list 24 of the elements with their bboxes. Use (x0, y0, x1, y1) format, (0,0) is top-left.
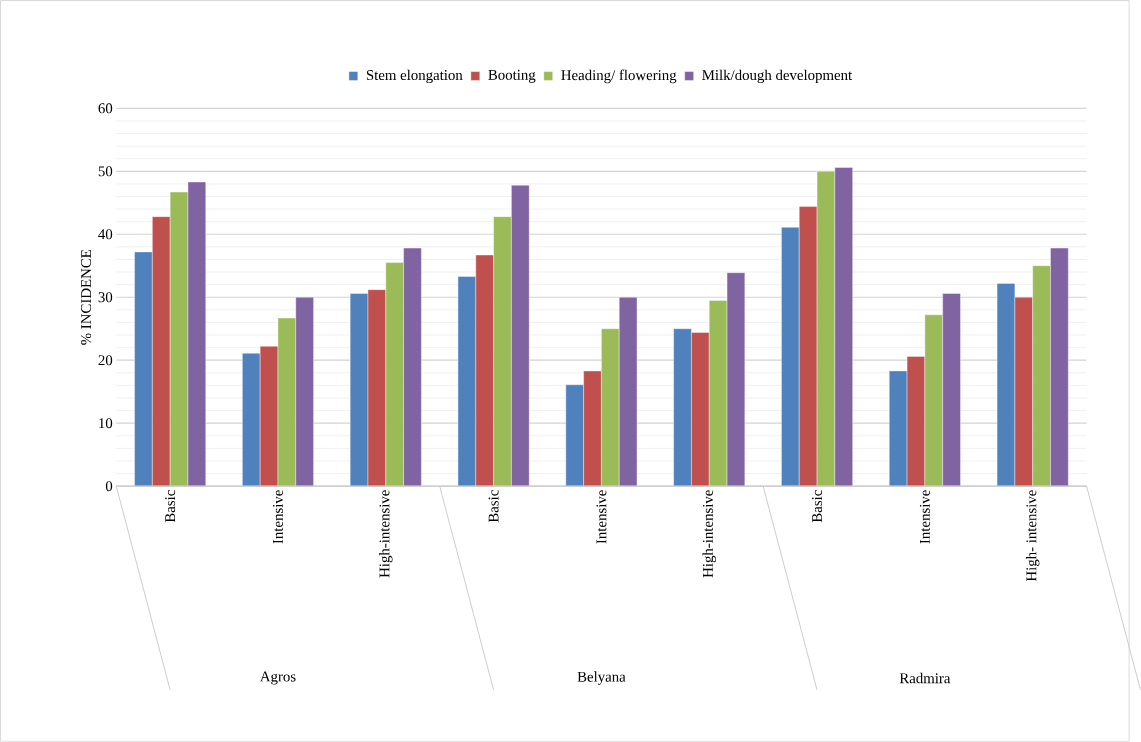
text: Belyana (577, 671, 626, 685)
x-tick-label: Intensive (272, 490, 283, 544)
y-tick-label: 30 (98, 292, 113, 303)
x-tick-label: High-intensive (702, 490, 716, 578)
x-tick-label: Basic (165, 490, 176, 523)
legend-label: Milk/dough development (702, 69, 853, 84)
x-tick-label: Intensive (596, 490, 607, 544)
y-tick-label: 50 (98, 166, 113, 177)
text: Radmira (899, 672, 951, 684)
y-tick-label: 0 (105, 481, 113, 492)
y-tick-label: 10 (99, 418, 113, 429)
y-tick-label: 40 (98, 229, 113, 240)
text: Agros (259, 671, 296, 685)
legend-label: Heading/ flowering (561, 69, 677, 84)
y-axis-title: % INCIDENCE (81, 250, 92, 345)
x-tick-label: High-intensive (379, 490, 393, 578)
x-tick-label: Basic (488, 490, 499, 523)
x-tick-label: Intensive (919, 490, 930, 544)
y-tick-label: 60 (98, 103, 113, 114)
x-tick-label: High- intensive (1025, 490, 1040, 582)
legend-label: Booting (488, 69, 536, 83)
x-tick-label: Basic (812, 490, 823, 523)
y-tick-label: 20 (98, 355, 113, 366)
legend-label: Stem elongation (366, 69, 463, 84)
